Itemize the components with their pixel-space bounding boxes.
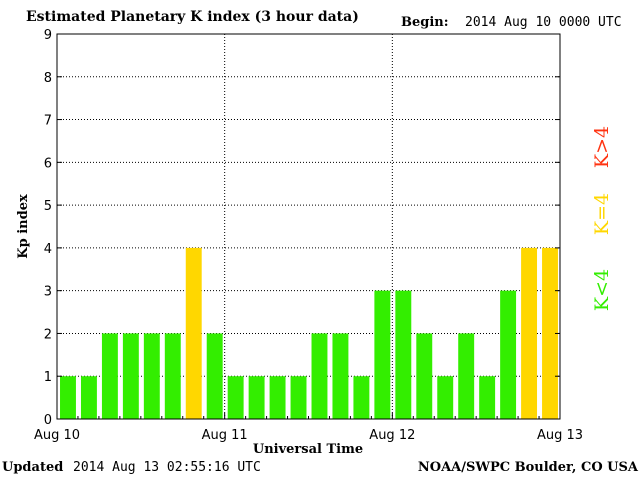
chart-title: Estimated Planetary K index (3 hour data… — [26, 9, 359, 25]
y-tick-label: 2 — [44, 327, 52, 342]
x-axis-label: Universal Time — [253, 442, 363, 457]
y-tick-label: 1 — [44, 370, 52, 385]
y-tick-label: 8 — [44, 71, 52, 86]
kp-bar — [206, 333, 223, 419]
kp-bar — [500, 290, 517, 419]
kp-bar — [143, 333, 160, 419]
grid-lines — [57, 34, 560, 419]
kp-bar — [290, 376, 307, 419]
kp-bar — [269, 376, 286, 419]
credit-text: NOAA/SWPC Boulder, CO USA — [417, 460, 638, 475]
kp-bar — [122, 333, 139, 419]
bars — [60, 247, 558, 419]
x-tick-label: Aug 10 — [34, 428, 80, 443]
kp-bar — [521, 247, 538, 419]
x-tick-label: Aug 11 — [202, 428, 248, 443]
kp-bar — [248, 376, 265, 419]
legend-above: K>4 — [591, 126, 613, 168]
kp-bar — [458, 333, 475, 419]
kp-bar — [164, 333, 181, 419]
y-tick-label: 4 — [44, 242, 52, 257]
kp-bar — [227, 376, 244, 419]
x-tick-label: Aug 12 — [369, 428, 415, 443]
y-tick-label: 3 — [44, 285, 52, 300]
y-axis-ticks: 0 1 2 3 4 5 6 7 8 9 — [44, 28, 560, 428]
kp-bar — [185, 247, 202, 419]
kp-bar — [311, 333, 328, 419]
kp-bar — [437, 376, 454, 419]
kp-bar — [332, 333, 349, 419]
y-axis-label: Kp index — [16, 194, 31, 259]
kp-bar — [395, 290, 412, 419]
y-tick-label: 0 — [44, 413, 52, 428]
kp-bar — [80, 376, 97, 419]
y-tick-label: 5 — [44, 199, 52, 214]
updated-value: 2014 Aug 13 02:55:16 UTC — [73, 460, 261, 475]
x-axis-ticks: Aug 10 Aug 11 Aug 12 Aug 13 — [34, 413, 583, 443]
x-tick-label: Aug 13 — [537, 428, 583, 443]
kp-bar — [60, 376, 76, 419]
kp-bar — [353, 376, 370, 419]
begin-label: Begin: — [401, 15, 449, 30]
legend-equal: K=4 — [591, 193, 613, 235]
kp-bar — [374, 290, 391, 419]
updated-label: Updated — [2, 460, 64, 475]
legend-below: K<4 — [591, 269, 613, 311]
y-tick-label: 7 — [44, 114, 52, 129]
kp-bar — [542, 247, 558, 419]
begin-value: 2014 Aug 10 0000 UTC — [465, 15, 622, 30]
y-tick-label: 9 — [44, 28, 52, 43]
y-tick-label: 6 — [44, 156, 52, 171]
kp-bar — [479, 376, 496, 419]
kp-bar — [101, 333, 118, 419]
kp-bar — [416, 333, 433, 419]
